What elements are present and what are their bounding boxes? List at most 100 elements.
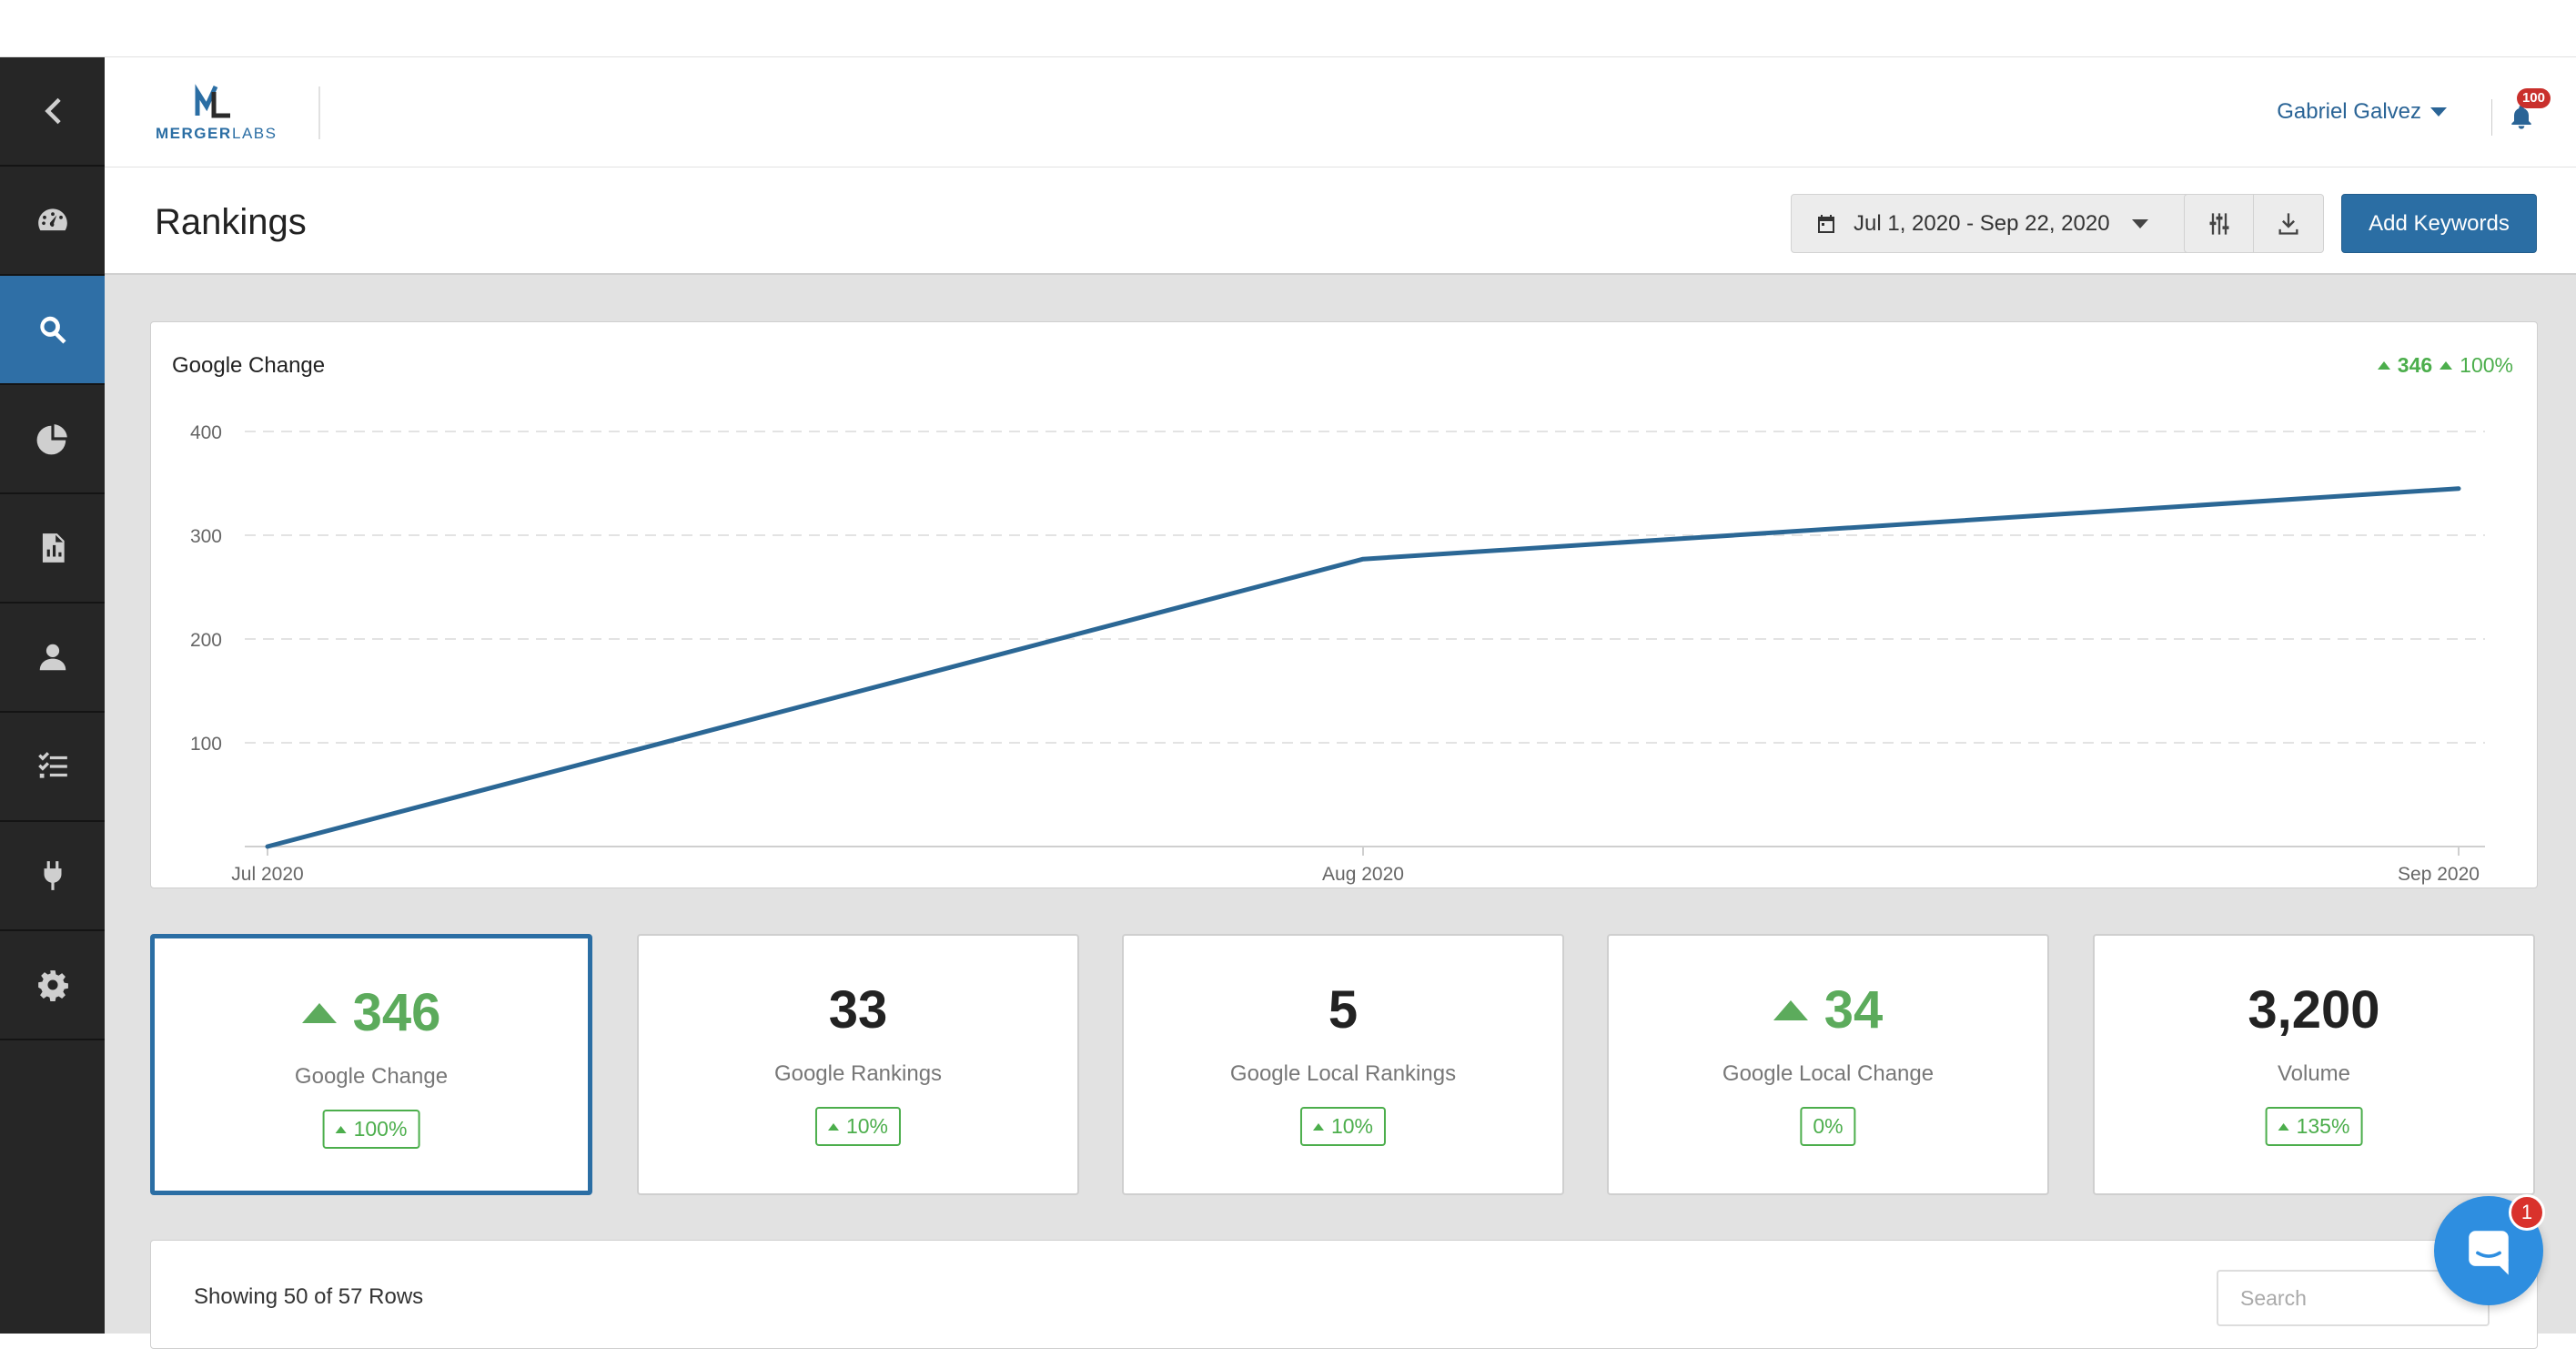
y-tick-label: 100 [190, 734, 222, 755]
rows-info: Showing 50 of 57 Rows [194, 1284, 424, 1309]
x-tick-label: Aug 2020 [1322, 864, 1404, 885]
stat-value: 3,200 [2248, 980, 2380, 1040]
x-tick-label: Jul 2020 [231, 864, 303, 885]
logo-divider [318, 86, 320, 139]
sidebar-item-reports[interactable] [0, 494, 105, 604]
logo-text-main: MERGER [156, 125, 232, 142]
date-range-label: Jul 1, 2020 - Sep 22, 2020 [1854, 210, 2110, 236]
stat-card[interactable]: 33 Google Rankings 10% [637, 934, 1079, 1195]
download-button[interactable] [2254, 194, 2324, 253]
calendar-icon [1818, 214, 1834, 233]
stat-card[interactable]: 346 Google Change 100% [150, 934, 592, 1195]
stat-change: 0% [1813, 1114, 1844, 1138]
sidebar-item-tasks[interactable] [0, 713, 105, 822]
stat-label: Google Local Rankings [1229, 1061, 1457, 1086]
y-tick-label: 400 [190, 422, 222, 443]
stat-value-row: 3,200 [2095, 979, 2533, 1040]
chat-launcher-button[interactable]: 1 [2434, 1194, 2545, 1305]
user-menu[interactable]: Gabriel Galvez [2277, 99, 2447, 125]
stat-change-badge: 10% [1299, 1107, 1387, 1146]
arrow-up-icon [827, 1122, 839, 1131]
sidebar-item-rankings[interactable] [0, 276, 105, 385]
stat-value-row: 33 [639, 979, 1077, 1040]
chevron-down-icon [2430, 107, 2447, 117]
user-divider [2491, 99, 2492, 136]
page-toolbar: Rankings Jul 1, 2020 - Sep 22, 2020 Add … [105, 167, 2576, 275]
chart-summary-percent: 100% [2460, 353, 2513, 377]
stat-change-badge: 100% [322, 1110, 420, 1149]
keywords-table-card: Showing 50 of 57 Rows [150, 1240, 2538, 1349]
chat-badge: 1 [2509, 1194, 2545, 1231]
user-icon [39, 644, 66, 671]
arrow-up-icon [301, 1002, 337, 1023]
logo-text-sub: LABS [232, 125, 277, 142]
arrow-up-icon [1312, 1122, 1324, 1131]
filter-button[interactable] [2184, 194, 2254, 253]
sidebar-item-users[interactable] [0, 604, 105, 713]
stat-card[interactable]: 34 Google Local Change 0% [1607, 934, 2049, 1195]
stat-label: Google Change [294, 1064, 449, 1089]
sliders-icon [2209, 212, 2228, 235]
merger-labs-logo[interactable]: MERGER LABS [154, 81, 281, 145]
browser-top-strip [0, 0, 2576, 57]
stat-value: 34 [1823, 980, 1884, 1040]
plug-icon [44, 861, 61, 890]
stat-value-row: 346 [155, 982, 588, 1043]
google-change-chart-card: Google Change 346 100% 100 200 300 400 Jul 2… [150, 321, 2538, 888]
chart-summary: 346 100% [2377, 353, 2513, 378]
stat-change: 10% [1330, 1114, 1374, 1138]
notifications-badge: 100 [2516, 88, 2551, 108]
stat-change-badge: 135% [2265, 1107, 2363, 1146]
stat-value: 5 [1328, 980, 1359, 1040]
chevron-down-icon [2131, 218, 2148, 228]
toolbar-button-group [2184, 194, 2324, 253]
chart-title: Google Change [172, 353, 326, 378]
stat-change-badge: 10% [814, 1107, 902, 1146]
top-header: MERGER LABS Gabriel Galvez 100 [105, 57, 2576, 167]
chevron-left-icon [44, 97, 61, 125]
stat-change: 135% [2296, 1114, 2350, 1138]
search-icon [39, 316, 66, 344]
notifications-button[interactable]: 100 [2503, 88, 2551, 134]
pie-chart-icon [36, 424, 67, 455]
add-keywords-button[interactable]: Add Keywords [2341, 194, 2537, 253]
stat-change: 10% [845, 1114, 889, 1138]
arrow-up-icon [2278, 1122, 2289, 1131]
chart-summary-value: 346 [2397, 353, 2433, 377]
x-tick-label: Sep 2020 [2398, 864, 2480, 885]
stat-card[interactable]: 3,200 Volume 135% [2093, 934, 2535, 1195]
download-icon [2278, 212, 2298, 235]
y-tick-label: 200 [190, 630, 222, 651]
sidebar [0, 57, 105, 1334]
stat-label: Volume [2277, 1061, 2351, 1086]
bell-icon [2511, 105, 2531, 129]
user-name: Gabriel Galvez [2277, 99, 2421, 124]
dashboard-icon [37, 208, 67, 231]
stat-card[interactable]: 5 Google Local Rankings 10% [1122, 934, 1564, 1195]
sidebar-collapse-button[interactable] [0, 57, 105, 167]
series-line [265, 486, 2461, 849]
stat-change-badge: 0% [1800, 1107, 1856, 1146]
line-chart: 100 200 300 400 Jul 2020 Aug 2020 Sep 2020 [190, 422, 2485, 885]
page-title: Rankings [155, 202, 307, 242]
stat-value-row: 34 [1609, 979, 2047, 1040]
arrow-up-icon [2377, 361, 2390, 370]
tasks-icon [37, 752, 67, 778]
arrow-up-icon [335, 1125, 347, 1133]
stat-value: 346 [352, 983, 441, 1042]
main-content: Google Change 346 100% 100 200 300 400 Jul 2… [105, 275, 2576, 1349]
sidebar-item-analytics[interactable] [0, 385, 105, 494]
stat-change: 100% [353, 1117, 408, 1141]
arrow-up-icon [1773, 999, 1808, 1020]
arrow-up-icon [2440, 361, 2453, 370]
y-tick-label: 300 [190, 526, 222, 547]
stat-value: 33 [828, 980, 888, 1040]
chat-icon [2469, 1231, 2509, 1275]
sidebar-item-integrations[interactable] [0, 822, 105, 931]
stat-value-row: 5 [1124, 979, 1562, 1040]
sidebar-item-settings[interactable] [0, 931, 105, 1040]
stat-label: Google Local Change [1722, 1061, 1935, 1086]
gear-icon [37, 970, 68, 1002]
sidebar-item-dashboard[interactable] [0, 167, 105, 276]
stat-label: Google Rankings [773, 1061, 943, 1086]
